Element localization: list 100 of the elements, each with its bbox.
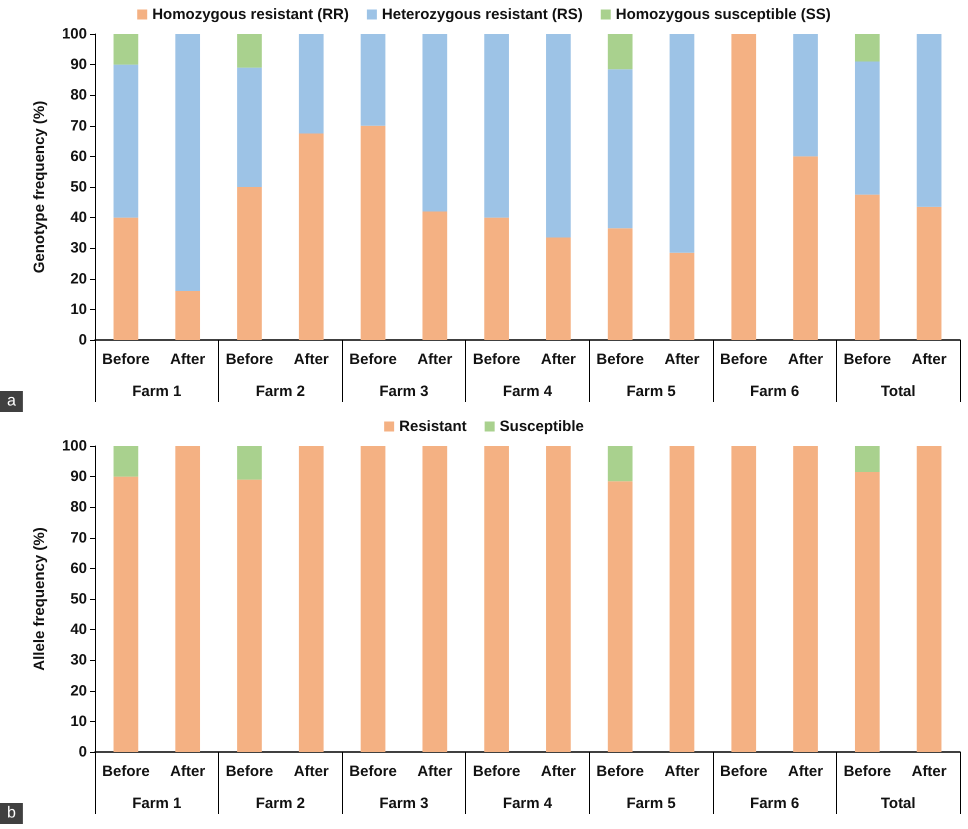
- bar: [854, 446, 880, 472]
- bar: [854, 194, 880, 340]
- x-tick-label: After: [540, 351, 576, 368]
- bar: [484, 446, 509, 752]
- y-tick-label: 20: [70, 270, 87, 288]
- y-axis-title: Allele frequency (%): [31, 527, 48, 671]
- bar: [422, 34, 448, 212]
- bar: [114, 34, 138, 65]
- x-tick-label: Before: [349, 351, 397, 368]
- x-tick-label: After: [417, 351, 452, 368]
- text: Total: [880, 795, 916, 812]
- bar: [608, 481, 633, 752]
- bar: [854, 472, 880, 752]
- y-tick-label: 30: [70, 652, 87, 669]
- bar: [916, 206, 942, 340]
- y-tick-label: 100: [62, 26, 87, 42]
- x-tick-label: After: [417, 763, 452, 780]
- x-tick-label: After: [294, 763, 329, 780]
- x-tick-label: After: [540, 763, 576, 780]
- bar: [854, 34, 880, 62]
- bar: [793, 156, 818, 340]
- bar: [114, 218, 138, 340]
- y-tick-label: 80: [70, 498, 87, 516]
- x-tick-label: After: [170, 763, 206, 780]
- bar: [793, 446, 818, 752]
- bar: [422, 211, 448, 340]
- bar: [546, 237, 571, 340]
- bar: [175, 446, 200, 752]
- bar: [608, 69, 633, 228]
- x-tick-label: Before: [720, 763, 768, 780]
- bar: [360, 446, 386, 752]
- legend-label: Homozygous resistant (RR): [152, 6, 349, 23]
- bar: [484, 218, 509, 340]
- bar: [360, 34, 386, 126]
- bar: [298, 34, 324, 134]
- x-tick-label: Before: [102, 351, 150, 368]
- text: Farm 1: [132, 795, 182, 812]
- y-tick-label: 20: [70, 682, 87, 700]
- bar: [670, 34, 694, 253]
- bar: [175, 34, 200, 292]
- y-tick-label: 30: [70, 240, 87, 257]
- y-tick-label: 0: [78, 744, 87, 760]
- text: Farm 2: [256, 383, 305, 400]
- x-tick-label: After: [664, 351, 700, 368]
- text: Farm 3: [379, 383, 429, 400]
- text: Farm 5: [626, 383, 676, 400]
- y-tick-label: 90: [70, 56, 87, 74]
- bar: [422, 446, 448, 752]
- y-tick-label: 70: [70, 117, 87, 134]
- x-tick-label: After: [788, 763, 824, 780]
- bar: [670, 252, 694, 340]
- bar: [916, 446, 942, 752]
- y-tick-label: 80: [70, 86, 87, 104]
- bar: [114, 476, 138, 752]
- x-tick-label: Before: [472, 763, 520, 780]
- y-tick-label: 10: [70, 712, 87, 730]
- x-tick-label: Before: [349, 763, 397, 780]
- text: Farm 4: [502, 383, 553, 400]
- bar: [237, 187, 262, 340]
- text: Farm 4: [502, 795, 553, 812]
- x-tick-label: After: [788, 351, 824, 368]
- bar: [298, 446, 324, 752]
- bar: [360, 126, 386, 340]
- bar: [731, 34, 756, 340]
- bar: [608, 34, 633, 70]
- y-tick-label: 50: [70, 178, 87, 196]
- bar: [484, 34, 509, 218]
- bar: [237, 446, 262, 480]
- bar: [175, 291, 200, 340]
- x-tick-label: Before: [596, 763, 644, 780]
- text: Farm 5: [626, 795, 676, 812]
- x-tick-label: After: [912, 763, 947, 780]
- y-tick-label: 90: [70, 468, 87, 486]
- y-tick-label: 50: [70, 590, 87, 608]
- text: Farm 1: [132, 383, 182, 400]
- y-tick-label: 40: [70, 621, 87, 638]
- bar: [114, 64, 138, 218]
- bar: [916, 34, 942, 207]
- legend-label: Resistant: [399, 418, 467, 435]
- legend-label: Heterozygous resistant (RS): [382, 6, 583, 23]
- text: Farm 6: [750, 795, 800, 812]
- text: Farm 2: [256, 795, 305, 812]
- text: Farm 6: [750, 383, 800, 400]
- x-tick-label: Before: [226, 351, 274, 368]
- bar: [608, 228, 633, 340]
- y-tick-label: 70: [70, 529, 87, 546]
- text: a: [7, 392, 16, 410]
- bar: [237, 34, 262, 68]
- text: Total: [880, 383, 916, 400]
- legend-label: Susceptible: [500, 418, 584, 435]
- legend-label: Homozygous susceptible (SS): [616, 6, 831, 23]
- x-tick-label: Before: [102, 763, 150, 780]
- x-tick-label: After: [170, 351, 206, 368]
- bar: [670, 446, 694, 752]
- y-tick-label: 10: [70, 300, 87, 318]
- x-tick-label: Before: [472, 351, 520, 368]
- x-tick-label: After: [664, 763, 700, 780]
- bar: [731, 446, 756, 752]
- x-tick-label: After: [912, 351, 947, 368]
- text: b: [7, 804, 16, 822]
